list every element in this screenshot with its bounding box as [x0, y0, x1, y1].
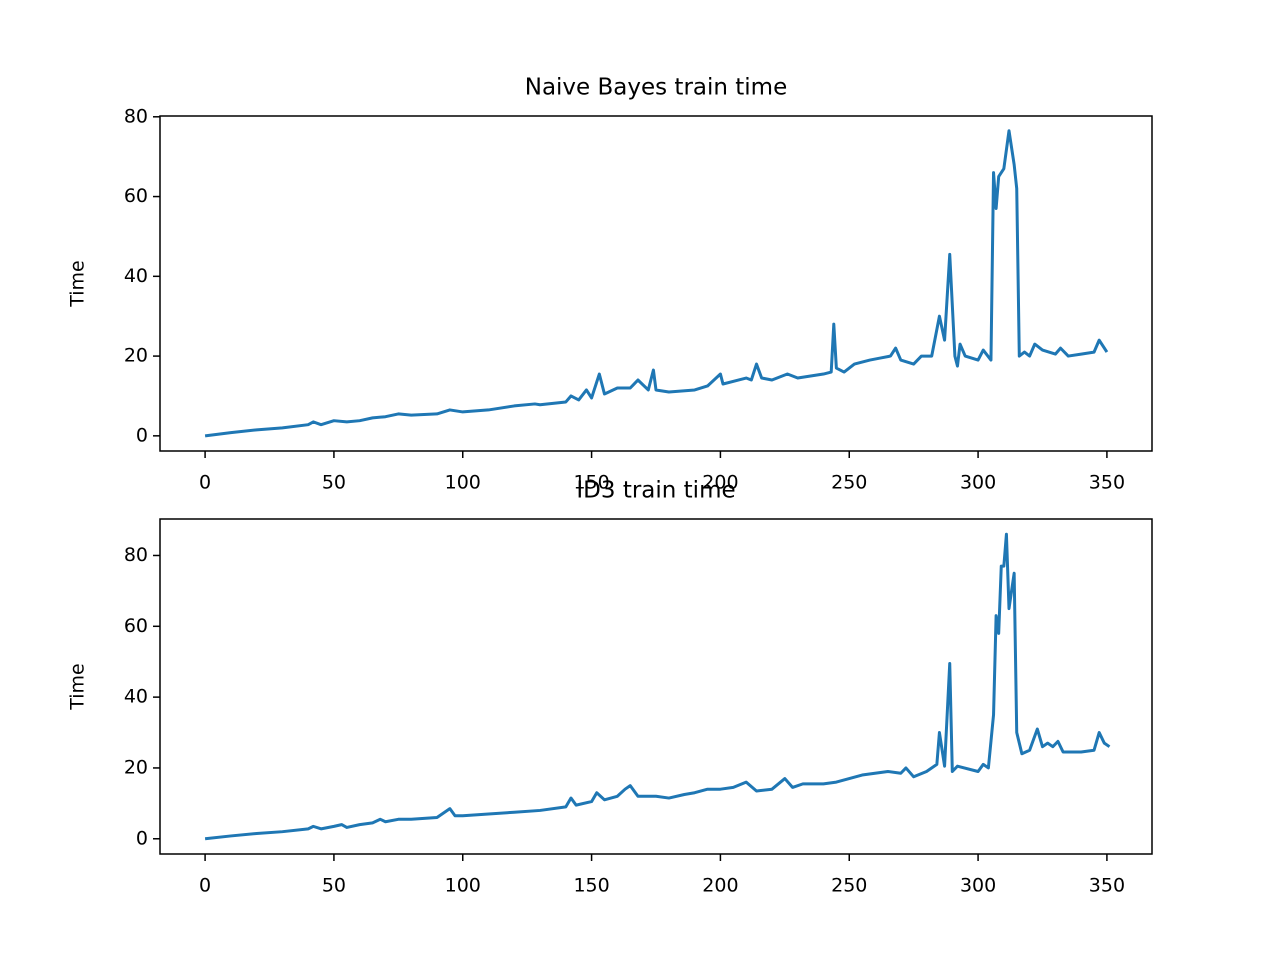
x-tick-label: 300 — [960, 875, 996, 897]
y-axis-label: Time — [67, 663, 89, 711]
chart-title: Naive Bayes train time — [525, 75, 788, 101]
y-tick-label: 60 — [124, 185, 148, 207]
y-axis-label: Time — [67, 260, 89, 308]
y-tick-label: 40 — [124, 686, 148, 708]
x-tick-label: 0 — [199, 472, 211, 494]
x-tick-label: 300 — [960, 472, 996, 494]
y-tick-label: 20 — [124, 756, 148, 778]
x-tick-label: 250 — [831, 472, 867, 494]
x-tick-label: 100 — [445, 875, 481, 897]
plot-area — [160, 519, 1152, 854]
x-tick-label: 150 — [573, 875, 609, 897]
x-tick-label: 50 — [322, 472, 346, 494]
y-tick-label: 0 — [136, 827, 148, 849]
y-tick-label: 40 — [124, 265, 148, 287]
x-tick-label: 250 — [831, 875, 867, 897]
y-tick-label: 60 — [124, 615, 148, 637]
y-tick-label: 80 — [124, 544, 148, 566]
x-tick-label: 100 — [445, 472, 481, 494]
axes-frame — [159, 115, 1153, 452]
x-tick-label: 50 — [322, 875, 346, 897]
x-tick-label: 200 — [702, 472, 738, 494]
y-tick-label: 80 — [124, 105, 148, 127]
x-tick-label: 350 — [1089, 875, 1125, 897]
chart-title: ID3 train time — [576, 478, 735, 504]
axes-frame — [159, 518, 1153, 855]
y-tick-label: 20 — [124, 345, 148, 367]
y-tick-label: 0 — [136, 424, 148, 446]
x-tick-label: 350 — [1089, 472, 1125, 494]
data-line — [204, 532, 1111, 841]
x-tick-label: 150 — [573, 472, 609, 494]
x-tick-label: 0 — [199, 875, 211, 897]
data-line — [204, 129, 1109, 438]
x-tick-label: 200 — [702, 875, 738, 897]
plot-area — [160, 116, 1152, 451]
